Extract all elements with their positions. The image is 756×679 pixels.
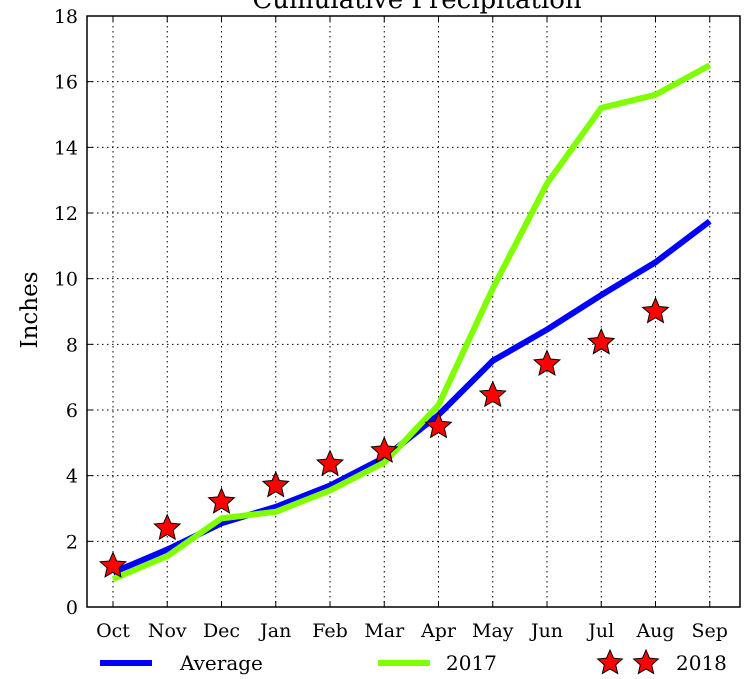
legend: Average 2017 2018 xyxy=(100,648,727,675)
series-point-star xyxy=(261,470,290,498)
y-tick-label: 16 xyxy=(54,72,78,94)
legend-star-marker xyxy=(632,648,660,675)
series-point-star xyxy=(153,513,182,541)
y-tick-label: 4 xyxy=(66,466,78,488)
y-axis-label: Inches xyxy=(17,271,43,348)
x-tick-label: Apr xyxy=(420,620,457,642)
legend-star-marker xyxy=(596,648,624,675)
y-tick-label: 8 xyxy=(66,334,78,356)
x-tick-label: May xyxy=(472,620,514,642)
x-tick-label: Dec xyxy=(203,620,240,642)
legend-label: 2018 xyxy=(676,651,727,675)
x-tick-label: Sep xyxy=(692,620,728,642)
series-line-2017 xyxy=(111,62,712,582)
y-tick-label: 0 xyxy=(66,597,78,619)
series-point-star xyxy=(532,349,562,376)
x-tick-label: Aug xyxy=(635,620,674,642)
x-tick-label: Jan xyxy=(258,620,291,642)
x-tick-label: Nov xyxy=(148,620,187,642)
series-point-star xyxy=(370,436,399,463)
x-tick-label: Feb xyxy=(312,620,348,642)
x-tick-label: Oct xyxy=(96,620,130,642)
legend-label: Average xyxy=(179,651,263,675)
x-axis: Oct Nov Dec Jan Feb Mar Apr May Jun Jul Aug Sep xyxy=(96,16,728,642)
legend-label: 2017 xyxy=(446,651,497,675)
series-line-average xyxy=(111,218,712,576)
y-tick-label: 12 xyxy=(54,203,78,225)
series-point-star xyxy=(641,296,670,324)
series-point-star xyxy=(424,411,453,439)
x-tick-label: Mar xyxy=(364,620,405,642)
y-tick-label: 14 xyxy=(54,137,78,159)
y-tick-label: 18 xyxy=(54,6,78,28)
series-point-star xyxy=(98,551,128,578)
series-point-star xyxy=(478,380,507,408)
series-point-star xyxy=(207,487,236,514)
y-axis: 0 2 4 6 8 10 12 14 16 18 xyxy=(54,6,740,619)
series-point-star xyxy=(315,449,345,477)
x-tick-label: Jul xyxy=(586,620,614,642)
plot-frame xyxy=(86,15,741,608)
x-tick-label: Jun xyxy=(529,620,563,642)
y-tick-label: 2 xyxy=(66,531,78,553)
series-layer xyxy=(98,62,712,582)
y-tick-label: 6 xyxy=(66,400,78,422)
y-tick-label: 10 xyxy=(54,269,78,291)
chart-title: Cumulative Precipitation xyxy=(252,0,581,15)
series-point-star xyxy=(587,327,616,355)
grid-lines xyxy=(87,16,740,607)
